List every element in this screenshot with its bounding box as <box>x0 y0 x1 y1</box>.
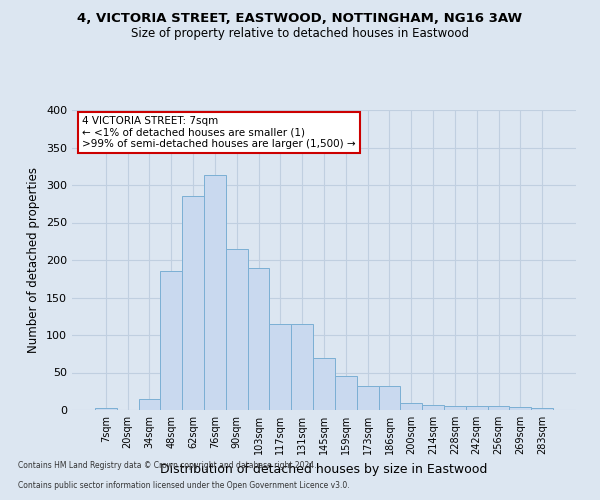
Bar <box>444 406 466 410</box>
Bar <box>466 406 488 410</box>
Bar <box>335 376 357 410</box>
Text: 4 VICTORIA STREET: 7sqm
← <1% of detached houses are smaller (1)
>99% of semi-de: 4 VICTORIA STREET: 7sqm ← <1% of detache… <box>82 116 356 149</box>
X-axis label: Distribution of detached houses by size in Eastwood: Distribution of detached houses by size … <box>160 462 488 475</box>
Bar <box>95 408 117 410</box>
Bar <box>226 248 248 410</box>
Text: 4, VICTORIA STREET, EASTWOOD, NOTTINGHAM, NG16 3AW: 4, VICTORIA STREET, EASTWOOD, NOTTINGHAM… <box>77 12 523 26</box>
Bar <box>379 386 400 410</box>
Bar <box>357 386 379 410</box>
Bar <box>182 196 204 410</box>
Bar <box>269 324 291 410</box>
Bar <box>509 407 531 410</box>
Text: Size of property relative to detached houses in Eastwood: Size of property relative to detached ho… <box>131 28 469 40</box>
Bar <box>160 271 182 410</box>
Bar <box>204 176 226 410</box>
Text: Contains HM Land Registry data © Crown copyright and database right 2024.: Contains HM Land Registry data © Crown c… <box>18 461 317 470</box>
Bar <box>139 399 160 410</box>
Y-axis label: Number of detached properties: Number of detached properties <box>28 167 40 353</box>
Bar <box>248 268 269 410</box>
Bar <box>488 406 509 410</box>
Bar <box>422 405 444 410</box>
Bar <box>531 408 553 410</box>
Text: Contains public sector information licensed under the Open Government Licence v3: Contains public sector information licen… <box>18 481 350 490</box>
Bar <box>400 402 422 410</box>
Bar <box>291 324 313 410</box>
Bar <box>313 358 335 410</box>
